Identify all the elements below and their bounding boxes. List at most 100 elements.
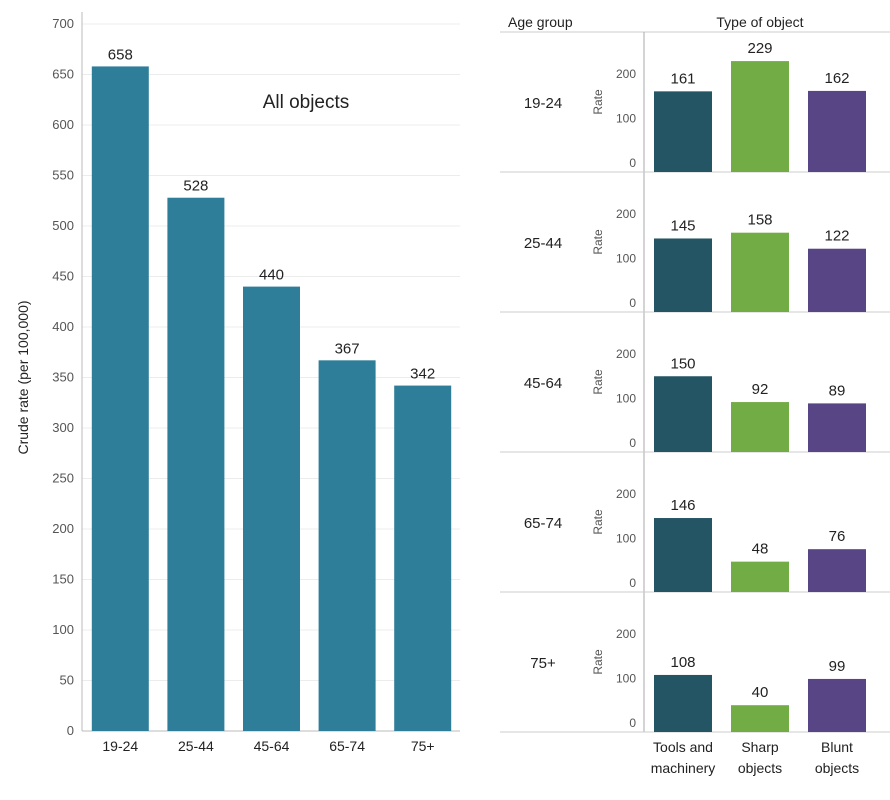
rate-tick-label: 100 [616, 532, 636, 546]
data-label: 89 [829, 382, 846, 399]
data-label: 367 [335, 340, 360, 357]
x-tick-label: 65-74 [329, 738, 365, 754]
age-group-label: 19-24 [524, 95, 562, 112]
data-label: 122 [824, 228, 849, 245]
y-tick-label: 600 [52, 117, 74, 132]
data-label: 150 [670, 355, 695, 372]
rate-tick-label: 0 [629, 156, 636, 170]
rate-tick-label: 100 [616, 252, 636, 266]
bar [654, 91, 712, 172]
age-group-label: 45-64 [524, 375, 562, 392]
y-tick-label: 450 [52, 269, 74, 284]
rate-tick-label: 200 [616, 627, 636, 641]
data-label: 158 [747, 212, 772, 229]
data-label: 146 [670, 497, 695, 514]
bar [243, 286, 300, 731]
bar [808, 248, 866, 312]
rate-axis-title: Rate [591, 89, 605, 115]
bar [394, 385, 452, 731]
rate-tick-label: 100 [616, 112, 636, 126]
rate-tick-label: 200 [616, 207, 636, 221]
category-label: Blunt objects [815, 739, 859, 776]
data-label: 48 [752, 541, 769, 558]
bar [731, 61, 789, 172]
y-tick-label: 350 [52, 370, 74, 385]
y-tick-label: 550 [52, 168, 74, 183]
rate-tick-label: 100 [616, 392, 636, 406]
y-tick-label: 150 [52, 572, 74, 587]
rate-tick-label: 0 [629, 576, 636, 590]
rate-axis-title: Rate [591, 369, 605, 395]
bar [731, 232, 789, 312]
x-tick-label: 45-64 [254, 738, 290, 754]
y-tick-label: 400 [52, 319, 74, 334]
y-tick-label: 300 [52, 420, 74, 435]
data-label: 40 [752, 684, 769, 701]
age-group-label: 65-74 [524, 515, 562, 532]
rate-tick-label: 200 [616, 487, 636, 501]
y-tick-label: 0 [67, 723, 74, 738]
bar [654, 376, 712, 452]
object-type-small-multiples: Age group Type of object 19-24 Rate 0 100 200 1… [500, 14, 890, 776]
y-tick-label: 200 [52, 521, 74, 536]
chart-title: All objects [263, 92, 350, 113]
bar [91, 66, 149, 732]
rate-tick-label: 100 [616, 672, 636, 686]
bar [808, 678, 866, 732]
row-header: Age group [508, 14, 573, 30]
data-label: 161 [670, 70, 695, 87]
category-label-line: Tools and [653, 739, 713, 755]
bar [318, 360, 376, 731]
rate-axis-title: Rate [591, 649, 605, 675]
column-header: Type of object [716, 14, 803, 30]
data-label: 229 [747, 40, 772, 57]
y-tick-label: 100 [52, 622, 74, 637]
bar [808, 403, 866, 452]
category-label-line: Blunt [821, 739, 853, 755]
y-tick-label: 500 [52, 218, 74, 233]
category-label-line: objects [738, 760, 782, 776]
age-group-label: 25-44 [524, 235, 562, 252]
bar [654, 674, 712, 732]
bar [654, 518, 712, 592]
data-label: 342 [410, 366, 435, 383]
data-label: 162 [824, 70, 849, 87]
y-axis-title: Crude rate (per 100,000) [15, 300, 31, 454]
rate-tick-label: 200 [616, 67, 636, 81]
category-label-line: machinery [651, 760, 716, 776]
data-label: 528 [183, 178, 208, 195]
all-objects-bar-chart: 0 50 100 150 200 250 300 350 400 450 500 550 600 650 7… [15, 12, 460, 754]
x-tick-label: 19-24 [102, 738, 138, 754]
bar [654, 238, 712, 312]
data-label: 145 [670, 217, 695, 234]
bar [808, 90, 866, 172]
rate-axis-title: Rate [591, 229, 605, 255]
category-label: Sharp objects [738, 739, 782, 776]
data-label: 108 [670, 654, 695, 671]
rate-tick-label: 0 [629, 296, 636, 310]
data-label: 92 [752, 381, 769, 398]
rate-tick-label: 0 [629, 436, 636, 450]
bar [167, 197, 225, 732]
y-tick-label: 700 [52, 16, 74, 31]
x-tick-label: 25-44 [178, 738, 214, 754]
bar [731, 402, 789, 452]
category-label-line: Sharp [741, 739, 779, 755]
data-label: 440 [259, 267, 284, 284]
bar [731, 561, 789, 592]
y-tick-label: 250 [52, 471, 74, 486]
data-label: 76 [829, 528, 846, 545]
category-label-line: objects [815, 760, 859, 776]
data-label: 99 [829, 658, 846, 675]
y-tick-label: 650 [52, 67, 74, 82]
data-label: 658 [108, 46, 133, 63]
category-label: Tools and machinery [651, 739, 716, 776]
rate-axis-title: Rate [591, 509, 605, 535]
rate-tick-label: 200 [616, 347, 636, 361]
rate-tick-label: 0 [629, 716, 636, 730]
bar [808, 549, 866, 592]
age-group-label: 75+ [530, 655, 556, 672]
x-tick-label: 75+ [411, 738, 435, 754]
y-tick-label: 50 [60, 673, 74, 688]
